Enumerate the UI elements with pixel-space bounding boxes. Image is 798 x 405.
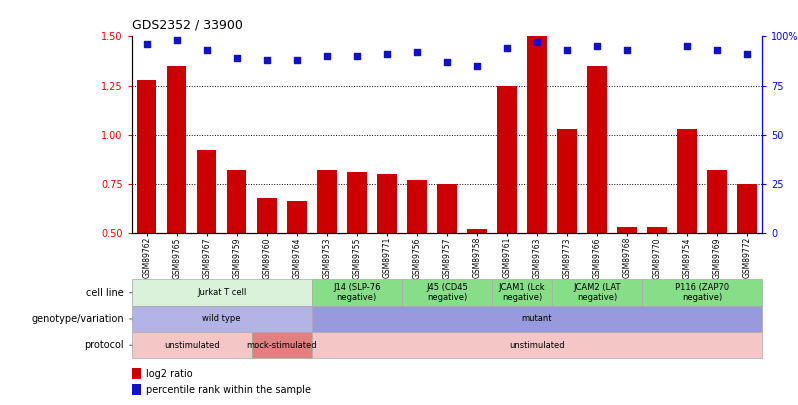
Point	[531, 39, 543, 46]
Bar	[132, 332, 251, 358]
Point	[741, 51, 753, 58]
Bar	[137, 80, 156, 331]
Bar	[317, 170, 337, 331]
Bar	[257, 198, 277, 331]
Point	[681, 43, 693, 49]
Text: JCAM2 (LAT
negative): JCAM2 (LAT negative)	[573, 283, 621, 302]
Text: log2 ratio: log2 ratio	[146, 369, 192, 379]
Bar	[312, 306, 762, 332]
Bar	[287, 201, 306, 331]
Point	[350, 53, 363, 59]
Bar	[132, 306, 312, 332]
Bar	[527, 36, 547, 331]
Point	[260, 57, 273, 63]
Point	[231, 55, 243, 61]
Point	[621, 47, 634, 53]
Bar	[707, 170, 727, 331]
Text: J14 (SLP-76
negative): J14 (SLP-76 negative)	[333, 283, 381, 302]
Text: Jurkat T cell: Jurkat T cell	[197, 288, 247, 297]
Point	[471, 63, 484, 69]
Point	[321, 53, 334, 59]
Bar	[347, 172, 366, 331]
Text: J45 (CD45
negative): J45 (CD45 negative)	[426, 283, 468, 302]
Bar	[552, 279, 642, 306]
Bar	[737, 184, 757, 331]
Point	[200, 47, 213, 53]
Bar	[497, 85, 516, 331]
Point	[560, 47, 573, 53]
Text: JCAM1 (Lck
negative): JCAM1 (Lck negative)	[499, 283, 545, 302]
Bar	[132, 384, 140, 395]
Point	[591, 43, 603, 49]
Bar	[251, 332, 312, 358]
Text: mutant: mutant	[522, 314, 552, 324]
Point	[381, 51, 393, 58]
Bar	[132, 279, 312, 306]
Bar	[132, 368, 140, 379]
Bar	[227, 170, 247, 331]
Text: P116 (ZAP70
negative): P116 (ZAP70 negative)	[675, 283, 729, 302]
Text: protocol: protocol	[84, 340, 124, 350]
Bar	[312, 332, 762, 358]
Bar	[678, 129, 697, 331]
Bar	[617, 227, 637, 331]
Bar	[642, 279, 762, 306]
Bar	[312, 279, 402, 306]
Text: cell line: cell line	[86, 288, 124, 298]
Text: mock-stimulated: mock-stimulated	[247, 341, 317, 350]
Bar	[647, 227, 667, 331]
Point	[140, 41, 153, 47]
Bar	[437, 184, 456, 331]
Text: unstimulated: unstimulated	[164, 341, 219, 350]
Bar	[402, 279, 492, 306]
Text: percentile rank within the sample: percentile rank within the sample	[146, 385, 311, 395]
Bar	[167, 66, 187, 331]
Text: genotype/variation: genotype/variation	[31, 314, 124, 324]
Bar	[407, 180, 427, 331]
Bar	[557, 129, 577, 331]
Bar	[467, 229, 487, 331]
Text: unstimulated: unstimulated	[509, 341, 565, 350]
Point	[500, 45, 513, 51]
Point	[711, 47, 724, 53]
Text: GDS2352 / 33900: GDS2352 / 33900	[132, 18, 243, 31]
Bar	[492, 279, 552, 306]
Text: wild type: wild type	[203, 314, 241, 324]
Bar	[377, 174, 397, 331]
Point	[440, 59, 453, 65]
Point	[290, 57, 303, 63]
Point	[410, 49, 423, 55]
Point	[170, 37, 183, 44]
Bar	[197, 150, 216, 331]
Bar	[587, 66, 606, 331]
